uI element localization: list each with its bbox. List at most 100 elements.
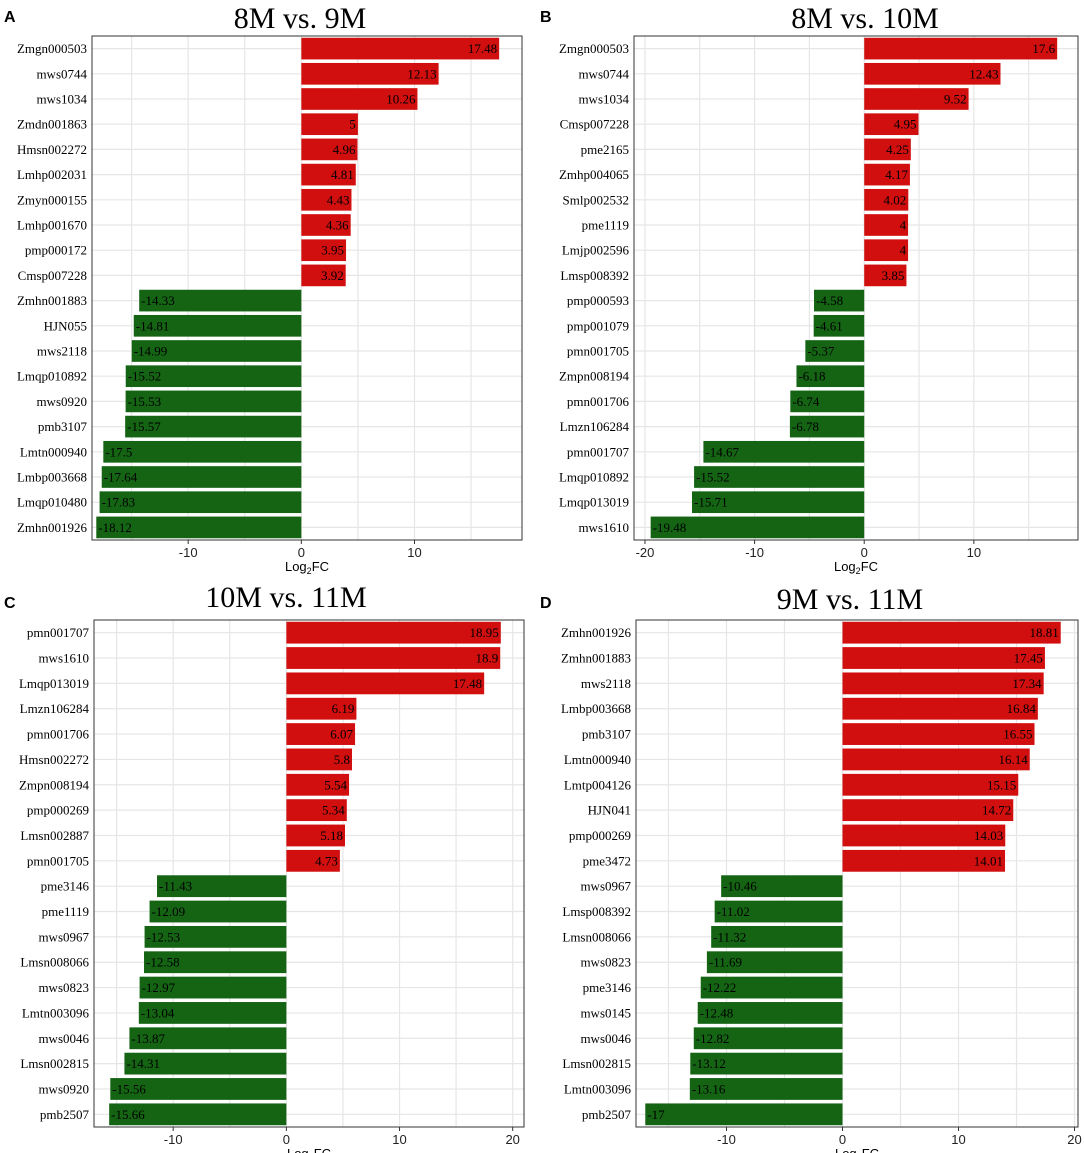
bar (842, 647, 1045, 669)
category-label: pmp000593 (567, 293, 629, 308)
category-label: Cmsp007228 (560, 117, 629, 132)
bar (706, 951, 843, 974)
data-label: 18.81 (1029, 625, 1058, 640)
data-label: -12.09 (152, 904, 186, 919)
category-label: Zmyn000155 (17, 192, 87, 207)
category-label: Zmhn001926 (561, 625, 632, 640)
category-label: Zmpn008194 (19, 777, 90, 792)
x-tick-label: -10 (717, 1132, 736, 1147)
bar (125, 415, 302, 438)
x-tick-label: 10 (392, 1132, 406, 1147)
data-label: -15.53 (128, 394, 162, 409)
x-tick-label: 10 (967, 545, 981, 560)
data-label: -13.12 (692, 1056, 726, 1071)
category-label: pmb3107 (38, 419, 88, 434)
bar (714, 900, 843, 923)
data-label: 17.48 (468, 41, 497, 56)
category-label: Zmhn001883 (17, 293, 87, 308)
category-label: mws0744 (578, 66, 629, 81)
category-label: Lmbp003668 (17, 470, 87, 485)
data-label: -14.33 (141, 293, 175, 308)
x-tick-label: -10 (179, 545, 198, 560)
bar (109, 1103, 287, 1126)
chart-panel-b: B 8M vs. 10M 17.6 Zmgn000503 12.43 mws0744 9.5… (540, 2, 1079, 576)
category-label: pmn001705 (567, 344, 629, 359)
x-tick-label: -20 (636, 545, 655, 560)
category-label: Lmzn106284 (20, 701, 90, 716)
data-label: 6.07 (330, 727, 353, 742)
bar (286, 748, 352, 771)
x-tick-label: 20 (1067, 1132, 1081, 1147)
category-label: mws1034 (36, 92, 87, 107)
data-label: 5.8 (334, 752, 350, 767)
bar (842, 723, 1035, 745)
category-label: mws2118 (37, 344, 87, 359)
bar (286, 849, 340, 872)
bar (813, 314, 865, 337)
bar (864, 188, 909, 211)
bar (99, 491, 302, 514)
bar (842, 748, 1030, 771)
bar (149, 900, 287, 923)
bar (96, 516, 302, 539)
category-label: Smlp002532 (563, 192, 629, 207)
category-label: pmp000269 (569, 828, 631, 843)
data-label: 4.73 (315, 853, 338, 868)
x-axis-title: Log2FC (285, 559, 329, 576)
bar (842, 849, 1006, 872)
bar (301, 239, 347, 262)
data-label: 5 (349, 117, 356, 132)
data-label: 18.9 (475, 651, 498, 666)
category-label: Lmhp002031 (17, 167, 87, 182)
data-label: -13.04 (141, 1005, 175, 1020)
x-tick-label: -10 (164, 1132, 183, 1147)
bar (864, 163, 910, 186)
bar (693, 1027, 843, 1050)
x-tick-label: 20 (505, 1132, 519, 1147)
bar (645, 1103, 843, 1126)
data-label: 5.54 (324, 777, 347, 792)
category-label: pmb2507 (582, 1107, 632, 1122)
x-tick-label: 0 (861, 545, 868, 560)
data-label: -12.53 (147, 929, 181, 944)
data-label: 4 (900, 218, 907, 233)
category-label: pme3146 (583, 980, 632, 995)
category-label: Lmqp013019 (19, 676, 89, 691)
category-label: Lmsn002887 (20, 828, 89, 843)
data-label: 14.72 (982, 803, 1011, 818)
plot-frame (635, 619, 1079, 1128)
bar (286, 697, 357, 720)
category-label: mws2118 (581, 676, 631, 691)
category-label: mws0967 (38, 929, 89, 944)
chart-panel-c: C 10M vs. 11M 18.95 pmn001707 18.9 mws1610 17.… (4, 581, 525, 1153)
chart-title: 10M vs. 11M (205, 581, 366, 614)
bar (301, 62, 439, 85)
bar (301, 88, 418, 110)
category-label: pmp000269 (27, 803, 89, 818)
category-label: mws0046 (38, 1031, 89, 1046)
bar (789, 415, 865, 438)
bar (842, 824, 1006, 847)
data-label: -12.82 (696, 1031, 730, 1046)
category-label: Zmgn000503 (559, 41, 629, 56)
category-label: pmp000172 (25, 243, 87, 258)
data-label: -15.57 (127, 419, 161, 434)
bar (842, 799, 1014, 822)
data-label: 12.13 (407, 66, 436, 81)
category-label: Hmsn002272 (17, 142, 87, 157)
bar (301, 113, 358, 136)
category-label: mws0046 (580, 1031, 631, 1046)
data-label: -4.58 (816, 293, 843, 308)
bar (301, 214, 351, 236)
data-label: -6.78 (792, 419, 819, 434)
data-label: 4.02 (884, 192, 907, 207)
data-label: 10.26 (386, 92, 416, 107)
category-label: Lmsp008392 (560, 268, 629, 283)
category-label: mws0744 (36, 66, 87, 81)
bar (286, 824, 345, 847)
category-label: Lmtn003096 (22, 1005, 90, 1020)
bar (694, 466, 865, 488)
chart-panel-a: A 8M vs. 9M 17.48 Zmgn000503 12.13 mws0744 10.… (4, 2, 523, 576)
category-label: Cmsp007228 (18, 268, 87, 283)
category-label: Lmqp010892 (17, 369, 87, 384)
